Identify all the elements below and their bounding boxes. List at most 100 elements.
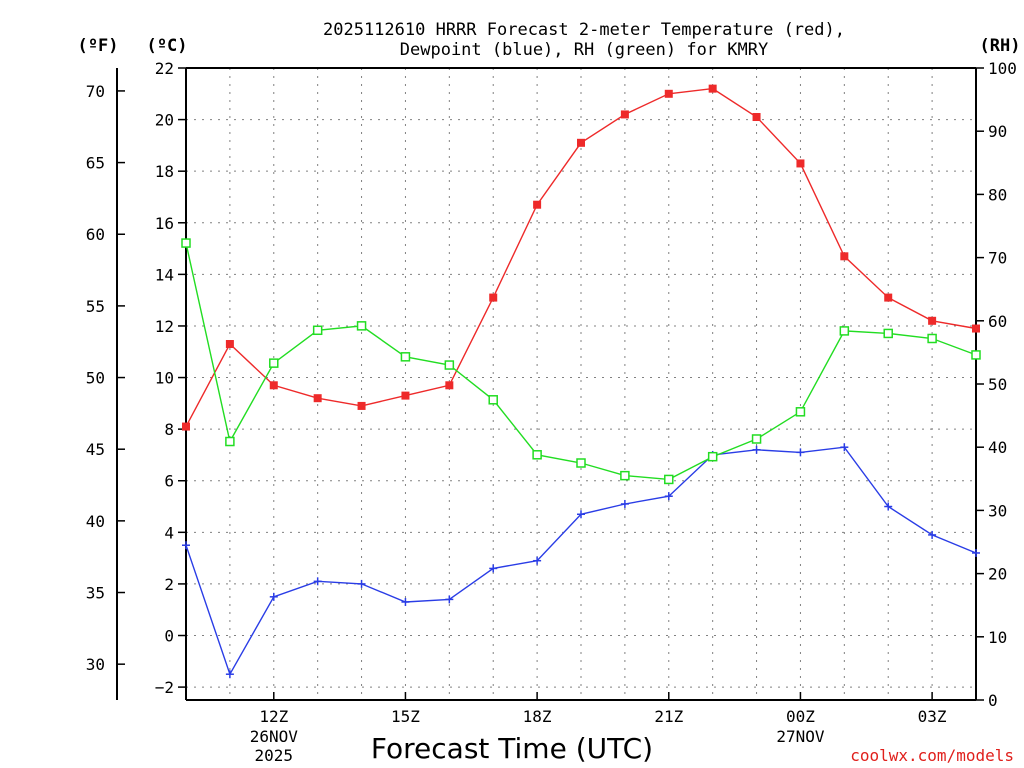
time-tick-label: 18Z — [523, 707, 552, 726]
2-meter-temperature-point — [620, 110, 629, 119]
rh-tick-label: 50 — [988, 375, 1007, 394]
dewpoint-point — [620, 499, 629, 508]
dewpoint-point — [884, 502, 893, 511]
celsius-tick-label: 2 — [164, 575, 174, 594]
dewpoint-point — [225, 670, 234, 679]
x-axis-title: Forecast Time (UTC) — [371, 732, 653, 765]
celsius-tick-label: 20 — [155, 111, 174, 130]
fahrenheit-unit-label: (ºF) — [78, 36, 119, 56]
relative-humidity-point — [707, 451, 718, 462]
relative-humidity-point — [269, 358, 279, 368]
time-tick-label: 12Z — [259, 707, 288, 726]
time-tick-label: 03Z — [918, 707, 947, 726]
relative-humidity-point — [927, 333, 937, 344]
data-series — [181, 84, 981, 679]
credit-watermark: coolwx.com/models — [850, 746, 1014, 765]
relative-humidity-point — [576, 458, 586, 468]
fahrenheit-tick-label: 35 — [86, 584, 105, 603]
celsius-tick-label: 10 — [155, 369, 174, 388]
time-date-label: 27NOV — [776, 727, 825, 746]
2-meter-temperature-point — [577, 138, 585, 147]
relative-humidity-point — [532, 450, 542, 460]
celsius-unit-label: (ºC) — [147, 36, 188, 56]
fahrenheit-tick-label: 40 — [86, 512, 105, 531]
relative-humidity-point — [883, 328, 893, 339]
rh-tick-label: 30 — [988, 501, 1007, 520]
rh-tick-label: 100 — [988, 59, 1017, 78]
2-meter-temperature-point — [182, 422, 190, 431]
celsius-tick-label: 18 — [155, 162, 174, 181]
relative-humidity-point — [971, 350, 981, 360]
relative-humidity-point — [751, 434, 762, 444]
celsius-tick-label: 12 — [155, 317, 174, 336]
relative-humidity-point — [839, 326, 850, 336]
2-meter-temperature-point — [357, 401, 366, 410]
fahrenheit-tick-label: 30 — [86, 655, 105, 674]
time-date-label: 2025 — [255, 746, 294, 765]
relative-humidity-point — [444, 360, 455, 370]
rh-tick-label: 60 — [988, 312, 1007, 331]
rh-tick-label: 80 — [988, 185, 1007, 204]
chart-title-line-2: Dewpoint (blue), RH (green) for KMRY — [400, 40, 768, 60]
rh-unit-label: (RH) — [980, 36, 1021, 56]
relative-humidity-point — [356, 321, 367, 331]
2-meter-temperature-point — [533, 200, 542, 209]
relative-humidity-point — [664, 474, 674, 485]
dewpoint-point — [269, 592, 278, 601]
time-tick-label: 00Z — [786, 707, 815, 726]
celsius-tick-label: −2 — [155, 678, 174, 697]
celsius-tick-label: 16 — [155, 214, 174, 233]
chart-title-line-1: 2025112610 HRRR Forecast 2-meter Tempera… — [323, 20, 845, 40]
rh-tick-label: 0 — [988, 691, 998, 710]
tick-labels: −2 0 2 4 6 8 10 12 14 16 18 20 22 30 35 40 45 50 55 60 65 70 0… — [86, 59, 1017, 765]
2-meter-temperature-point — [225, 340, 234, 349]
rh-tick-label: 20 — [988, 565, 1007, 584]
dewpoint-point — [928, 530, 937, 539]
celsius-tick-label: 22 — [155, 59, 174, 78]
dewpoint-point — [796, 448, 805, 457]
2-meter-temperature-point — [884, 293, 893, 302]
time-date-label: 26NOV — [250, 727, 299, 746]
relative-humidity-point — [488, 395, 498, 405]
dewpoint-point — [182, 541, 190, 550]
fahrenheit-tick-label: 55 — [86, 297, 105, 316]
2-meter-temperature-point — [752, 113, 761, 122]
2-meter-temperature-point — [313, 394, 322, 403]
axes — [116, 67, 984, 701]
2-meter-temperature-point — [269, 381, 278, 390]
celsius-tick-label: 6 — [164, 472, 174, 491]
dewpoint-point — [489, 564, 498, 573]
2-meter-temperature-point — [928, 316, 937, 325]
grid-lines — [186, 68, 976, 700]
celsius-tick-label: 14 — [155, 265, 174, 284]
relative-humidity-point — [620, 470, 630, 481]
dewpoint-point — [752, 445, 761, 454]
2-meter-temperature-point — [840, 252, 849, 261]
dewpoint-point — [313, 577, 322, 586]
dewpoint-point — [533, 556, 542, 565]
2-meter-temperature-point — [445, 381, 454, 390]
2-meter-temperature-point — [708, 84, 717, 93]
time-tick-label: 21Z — [654, 707, 683, 726]
relative-humidity-point — [795, 407, 806, 417]
fahrenheit-tick-label: 70 — [86, 82, 105, 101]
dewpoint-point — [445, 595, 454, 604]
relative-humidity-point — [312, 325, 323, 336]
dewpoint-point — [664, 492, 673, 501]
dewpoint-point — [972, 548, 980, 557]
rh-tick-label: 90 — [988, 122, 1007, 141]
dewpoint-point — [357, 579, 366, 588]
2-meter-temperature-point — [401, 391, 410, 400]
dewpoint-point — [577, 510, 585, 519]
fahrenheit-tick-label: 65 — [86, 154, 105, 173]
celsius-tick-label: 8 — [164, 420, 174, 439]
celsius-tick-label: 0 — [164, 627, 174, 646]
2-meter-temperature-point — [664, 89, 673, 98]
fahrenheit-tick-label: 60 — [86, 225, 105, 244]
fahrenheit-tick-label: 45 — [86, 440, 105, 459]
relative-humidity-point — [225, 436, 235, 447]
dewpoint-point — [401, 597, 410, 606]
rh-tick-label: 70 — [988, 249, 1007, 268]
dewpoint-point — [840, 443, 849, 452]
fahrenheit-tick-label: 50 — [86, 369, 105, 388]
